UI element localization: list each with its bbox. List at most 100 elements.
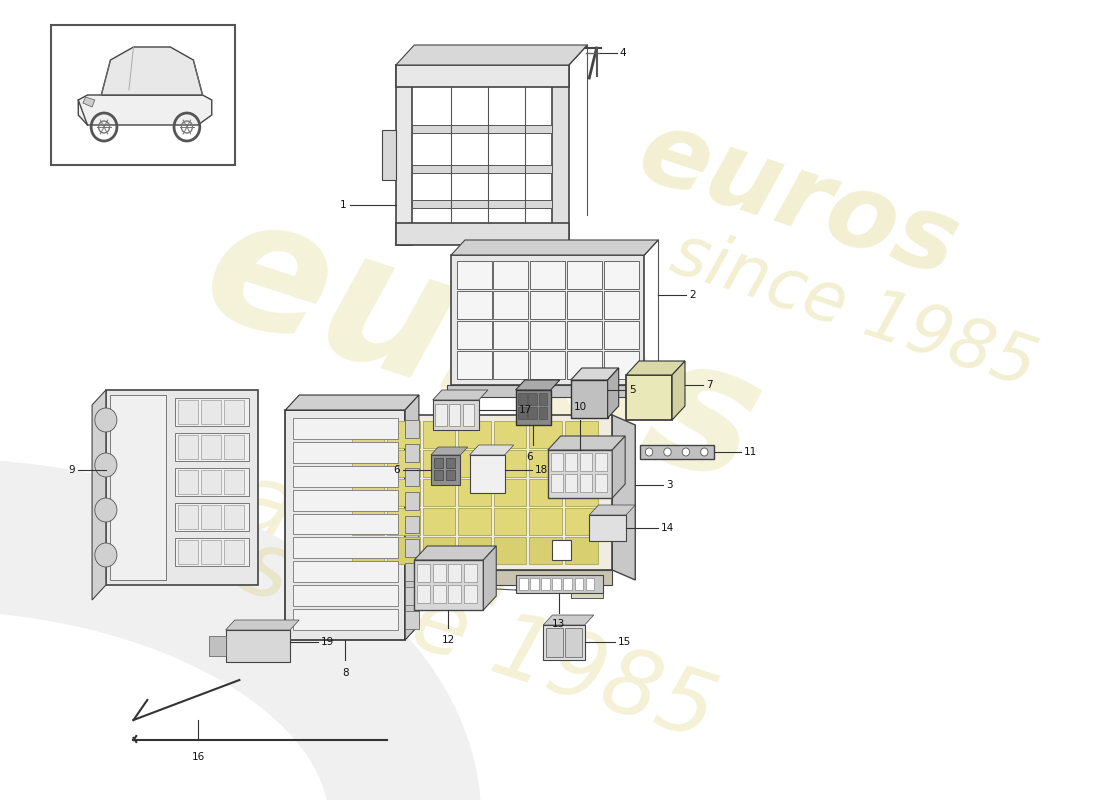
Text: since 1985: since 1985	[663, 219, 1045, 401]
Circle shape	[701, 448, 708, 456]
Bar	[412, 165, 552, 173]
Bar	[640, 445, 714, 459]
Bar	[564, 479, 597, 506]
Bar	[405, 420, 419, 438]
Bar	[175, 503, 249, 531]
Bar	[529, 537, 562, 564]
Bar	[293, 514, 398, 534]
Bar	[565, 628, 582, 657]
Text: 19: 19	[320, 637, 333, 647]
Text: 16: 16	[191, 752, 205, 762]
Bar	[293, 490, 398, 510]
Bar	[494, 351, 528, 379]
Bar	[382, 130, 396, 180]
Bar	[529, 450, 562, 477]
Bar	[530, 351, 565, 379]
Bar	[405, 587, 419, 605]
Bar	[293, 442, 398, 462]
Bar	[396, 65, 569, 87]
Bar	[405, 515, 419, 534]
Bar	[464, 564, 477, 582]
Bar	[223, 400, 244, 424]
Polygon shape	[571, 368, 618, 380]
Bar	[200, 505, 221, 529]
Bar	[175, 468, 249, 496]
Bar	[293, 586, 398, 606]
Polygon shape	[78, 95, 212, 125]
Bar	[200, 470, 221, 494]
Bar	[226, 630, 290, 662]
Bar	[106, 390, 257, 585]
Bar	[459, 508, 491, 535]
Bar	[518, 407, 527, 419]
Bar	[178, 505, 198, 529]
Text: 13: 13	[552, 619, 565, 629]
Polygon shape	[483, 546, 496, 610]
Bar	[546, 628, 562, 657]
Polygon shape	[396, 45, 587, 65]
Polygon shape	[92, 390, 106, 600]
Bar	[494, 421, 527, 448]
Bar	[412, 200, 552, 208]
Bar	[200, 435, 221, 459]
Circle shape	[95, 453, 117, 477]
Bar	[564, 537, 597, 564]
Bar	[564, 421, 597, 448]
Bar	[432, 400, 478, 430]
Bar	[405, 563, 419, 582]
Circle shape	[95, 408, 117, 432]
Bar	[293, 418, 398, 439]
Bar	[518, 393, 527, 405]
Bar	[551, 474, 562, 492]
Bar	[209, 636, 226, 656]
Bar	[387, 508, 420, 535]
Text: 8: 8	[342, 668, 349, 678]
Polygon shape	[626, 361, 685, 375]
Bar	[564, 450, 597, 477]
Bar	[178, 470, 198, 494]
Bar	[446, 458, 454, 468]
Bar	[456, 291, 492, 319]
Text: since 1985: since 1985	[230, 522, 726, 758]
Bar	[604, 291, 639, 319]
Bar	[352, 421, 385, 448]
Bar	[516, 390, 551, 425]
Bar	[604, 321, 639, 349]
Bar	[352, 479, 385, 506]
Text: 1: 1	[340, 200, 346, 210]
Bar	[293, 538, 398, 558]
Bar	[459, 421, 491, 448]
Text: a passion: a passion	[92, 412, 527, 628]
Bar	[459, 450, 491, 477]
Bar	[447, 385, 649, 397]
Bar	[494, 508, 527, 535]
Bar	[604, 261, 639, 289]
Bar	[352, 450, 385, 477]
Bar	[293, 609, 398, 630]
Bar	[412, 125, 552, 133]
Text: 9: 9	[68, 465, 75, 475]
Bar	[449, 404, 460, 426]
Polygon shape	[82, 97, 95, 107]
Bar	[604, 351, 639, 379]
Text: 14: 14	[661, 523, 674, 533]
Bar	[433, 470, 443, 480]
Bar	[422, 537, 455, 564]
Polygon shape	[415, 546, 496, 560]
Bar	[530, 321, 565, 349]
Bar	[285, 410, 405, 640]
Polygon shape	[470, 445, 514, 455]
Polygon shape	[672, 361, 685, 420]
Text: 2: 2	[690, 290, 696, 300]
Text: 18: 18	[535, 465, 548, 475]
Text: 3: 3	[667, 480, 673, 490]
Bar	[543, 625, 584, 660]
Polygon shape	[432, 390, 488, 400]
Bar	[568, 261, 602, 289]
Bar	[431, 455, 460, 485]
Bar	[470, 455, 505, 493]
Bar	[387, 421, 420, 448]
Bar	[175, 538, 249, 566]
Bar	[459, 479, 491, 506]
Bar	[568, 291, 602, 319]
